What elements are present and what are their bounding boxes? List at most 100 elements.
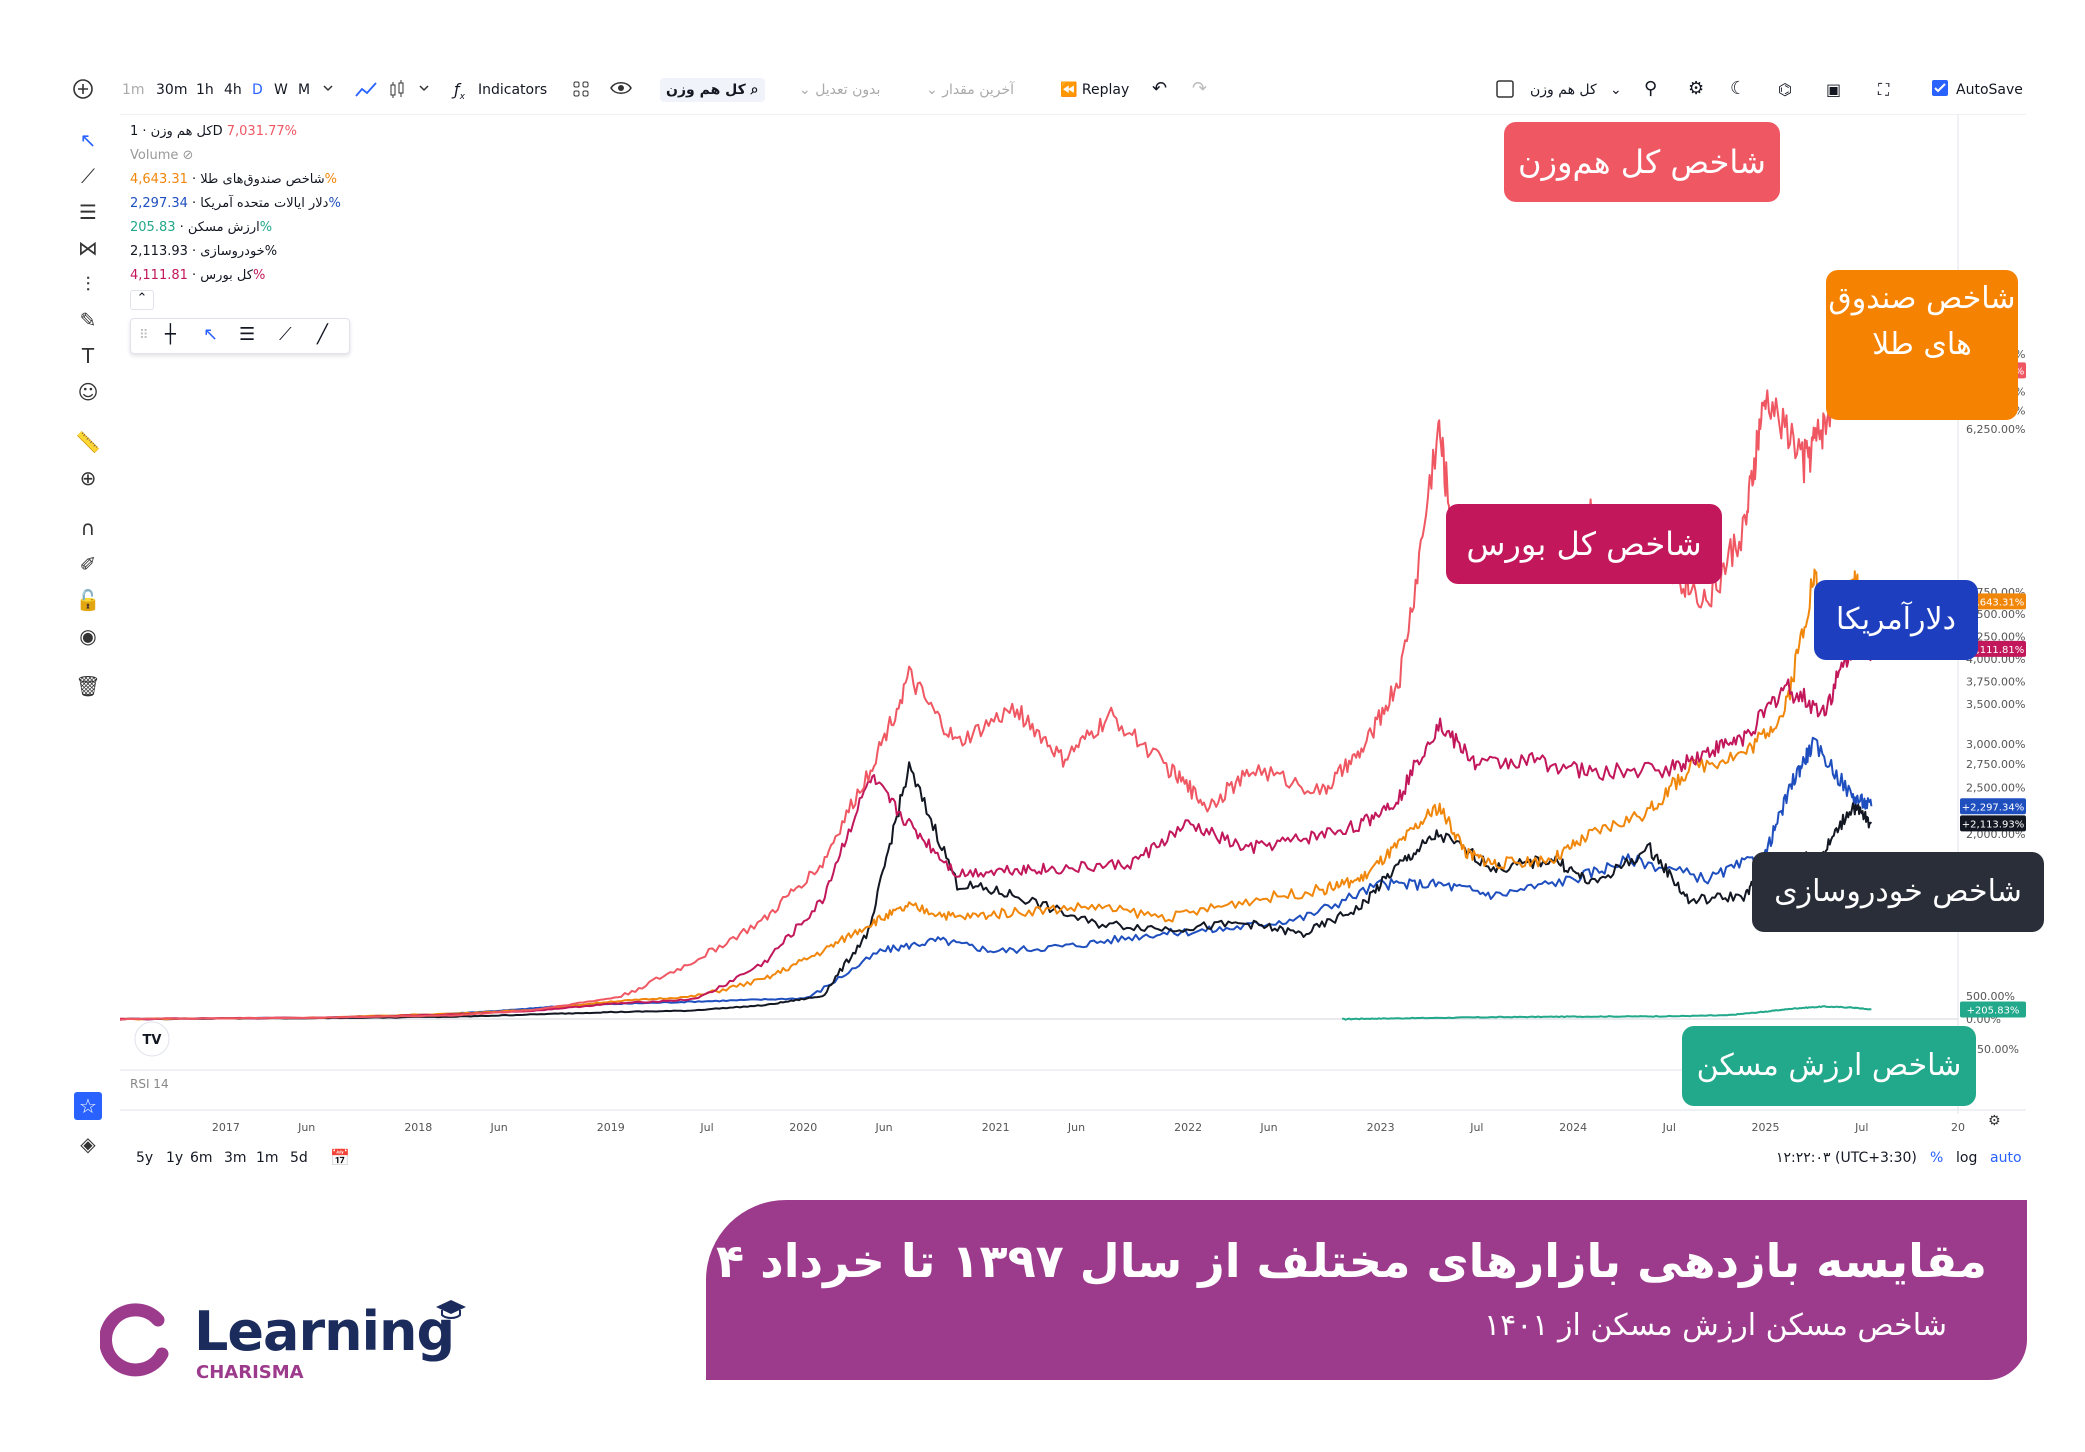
path-icon[interactable]: ⟋ [279,324,292,345]
x-axis-ticks: 2017 Jun 2018 Jun 2019 Jul 2020 Jun 2021 Jun 2022 J… [212,1121,1965,1134]
range-5d[interactable]: 5d [290,1150,308,1166]
series-line-auto[interactable] [120,761,1873,1021]
x-tick-label: 2020 [789,1121,817,1134]
pattern-icon[interactable]: ⋈ [78,236,98,260]
text-tool-icon[interactable]: T [81,344,95,368]
volume-hidden-icon[interactable]: ⊘ [182,148,194,163]
legend-row-value: 4,111.81% [130,268,266,283]
interval-d[interactable]: D [252,82,263,98]
autosave-checkbox-icon[interactable] [1932,80,1948,100]
alert-icon[interactable]: ⚲ [1644,78,1658,99]
series-line-dollar[interactable] [120,736,1873,1021]
range-1y[interactable]: 1y [166,1150,184,1166]
series-line-bourse[interactable] [120,633,1873,1021]
share-icon[interactable]: ⌬ [1778,80,1792,99]
magnet-icon[interactable]: ∩ [80,516,96,540]
series-lines [120,355,1873,1021]
axis-settings-icon[interactable]: ⚙ [1988,1113,2001,1129]
logo-word: Learning [194,1300,455,1363]
legend-row-bourse[interactable]: کل بورس · 4,111.81% [130,268,266,283]
fib-lines-icon[interactable]: ☰ [79,200,97,224]
snapshot-icon[interactable]: ▣ [1826,80,1842,99]
emoji-icon[interactable]: ☺ [77,380,99,404]
interval-1h[interactable]: 1h [196,82,214,98]
legend-volume[interactable]: Volume ⊘ [130,144,350,168]
compare-checkbox[interactable] [1496,80,1514,102]
last-value-text-auto: +2,113.93% [1962,819,2024,830]
trend-line-icon[interactable]: ⟋ [81,164,95,188]
auto-scale-toggle[interactable]: auto [1990,1150,2022,1166]
go-to-date-icon[interactable]: 📅 [330,1148,350,1167]
value-chevron-icon: ⌄ [926,82,938,98]
indicators-button[interactable]: Indicators [478,82,548,98]
series-line-housing[interactable] [1342,1005,1872,1021]
x-tick-label: 2022 [1174,1121,1202,1134]
symbol-search-button[interactable]: کل هم وزن ⌕ [660,78,765,102]
undo-icon[interactable]: ↶ [1152,78,1168,99]
range-6m[interactable]: 6m [190,1150,213,1166]
add-symbol-icon[interactable] [72,78,94,104]
legend-main[interactable]: کل هم وزن · 1D 7,031.77% [130,120,350,144]
interval-menu-chevron-icon[interactable] [322,82,334,98]
fullscreen-icon[interactable]: ⛶ [1878,80,1890,99]
last-value-badge-housing [1960,1001,2026,1018]
line-tool-icon[interactable]: ╱ [317,324,328,345]
value-dropdown[interactable]: ⌄ آخرین مقدار [926,82,1014,98]
last-value-text-dollar: +2,297.34% [1962,802,2024,813]
drag-handle-icon[interactable]: ⠿ [139,328,149,343]
legend-row-housing[interactable]: ارزش مسکن · 205.83% [130,220,273,235]
eye-icon[interactable] [610,80,632,100]
settings-icon[interactable]: ⚙ [1688,78,1705,99]
series-line-hamvazn[interactable] [120,355,1873,1021]
chart-type-chevron-icon[interactable] [418,82,430,98]
cursor-icon[interactable]: ↖ [79,128,97,152]
fx-icon[interactable]: ƒx [454,80,465,103]
favorites-star-icon[interactable]: ☆ [74,1092,102,1120]
zoom-in-icon[interactable]: ⊕ [79,466,97,490]
interval-w[interactable]: W [274,82,288,98]
value-text: آخرین مقدار [942,82,1015,98]
ruler-icon[interactable]: 📏 [75,430,101,454]
horizontal-lines-icon[interactable]: ☰ [239,324,256,345]
hide-drawings-icon[interactable]: ◉ [79,624,97,648]
interval-m[interactable]: M [298,82,311,98]
interval-30m[interactable]: 30m [156,82,188,98]
lock-icon[interactable]: 🔓 [75,588,101,612]
range-5y[interactable]: 5y [136,1150,154,1166]
layers-icon[interactable]: ◈ [80,1132,96,1156]
collapse-legend-chevron-icon[interactable]: ⌃ [130,290,154,310]
replay-button[interactable]: ⏪ Replay [1060,82,1129,98]
trash-icon[interactable]: 🗑 [75,674,101,698]
legend-row-gold[interactable]: شاخص صندوق‌های طلا · 4,643.31% [130,172,337,187]
range-3m[interactable]: 3m [224,1150,247,1166]
clock-readout[interactable]: ۱۲:۲۲:۰۳ (UTC+3:30) [1776,1150,1917,1166]
interval-1m[interactable]: 1m [122,82,145,98]
candles-icon[interactable] [388,80,406,104]
search-icon: ⌕ [750,82,759,98]
layouts-grid-icon[interactable] [572,80,590,102]
series-line-gold[interactable] [120,568,1873,1021]
log-scale-toggle[interactable]: log [1956,1150,1978,1166]
adjust-dropdown[interactable]: ⌄ بدون تعدیل [799,82,880,98]
tradingview-logo-icon[interactable]: TV [134,1021,170,1057]
x-tick-label: Jul [699,1121,713,1134]
crosshair-icon[interactable]: ┼ [165,324,176,345]
redo-icon[interactable]: ↷ [1192,78,1208,99]
legend-row-dollar[interactable]: دلار ایالات متحده آمریکا · 2,297.34% [130,196,341,211]
brush-icon[interactable]: ✎ [79,308,97,332]
moon-icon[interactable]: ☾ [1730,78,1747,99]
prediction-icon[interactable]: ⫶ [85,272,91,296]
range-1m[interactable]: 1m [256,1150,279,1166]
adjust-chevron-icon: ⌄ [799,82,811,98]
compare-chevron-icon[interactable]: ⌄ [1610,82,1622,98]
last-value-badge-dollar [1960,798,2026,815]
arrow-cursor-icon[interactable]: ↖ [203,324,219,345]
legend-row-auto[interactable]: خودروسازی · 2,113.93% [130,244,278,259]
percent-scale-toggle[interactable]: % [1930,1150,1944,1166]
x-tick-label: Jun [874,1121,892,1134]
autosave-label: AutoSave [1956,82,2023,98]
lock-pencil-icon[interactable]: ✐ [79,552,97,576]
interval-4h[interactable]: 4h [224,82,242,98]
compare-symbol[interactable]: کل هم وزن [1530,82,1597,98]
line-chart-type-icon[interactable] [354,80,378,104]
